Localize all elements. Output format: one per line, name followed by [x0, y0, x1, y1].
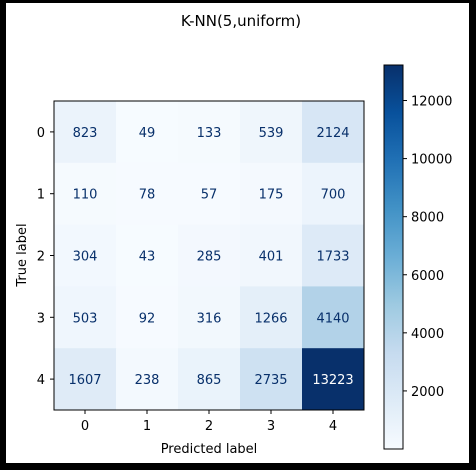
x-tick-label: 4 [329, 419, 337, 434]
cell-value-label: 316 [197, 311, 222, 326]
heatmap-cell [302, 286, 365, 349]
heatmap-cell [302, 162, 365, 226]
colorbar-ticks: 2000 4000 6000 8000 10000 12000 [403, 95, 452, 400]
cell-value-label: 110 [73, 188, 98, 203]
heatmap-cell [54, 162, 117, 226]
heatmap-cell [54, 286, 117, 349]
cell-value-label: 503 [73, 311, 98, 326]
cell-value-label: 401 [259, 250, 284, 265]
y-axis-label: True label [15, 223, 30, 287]
cell-value-label: 2735 [254, 373, 287, 388]
cell-value-label: 133 [197, 126, 222, 141]
cell-value-label: 865 [197, 373, 222, 388]
heatmap-cell [240, 286, 303, 349]
colorbar-tick-label: 6000 [411, 269, 444, 284]
heatmap-cells: 823 49 133 539 2124 110 78 57 175 700 304 43 285 401 1… [54, 101, 365, 411]
cell-value-label: 4140 [316, 311, 349, 326]
x-tick-label: 2 [205, 419, 213, 434]
x-tick-label: 3 [267, 419, 275, 434]
cell-value-label: 1266 [254, 311, 287, 326]
cell-value-label: 49 [139, 126, 156, 141]
heatmap-cell [178, 348, 241, 411]
cell-value-label: 823 [73, 126, 98, 141]
cell-value-label: 57 [201, 188, 218, 203]
cell-value-label: 700 [321, 188, 346, 203]
x-axis-ticks: 0 1 2 3 4 [81, 410, 337, 434]
heatmap-cell [116, 286, 179, 349]
cell-value-label: 92 [139, 311, 156, 326]
x-tick-label: 0 [81, 419, 89, 434]
cell-value-label: 285 [197, 250, 222, 265]
y-tick-label: 1 [37, 188, 45, 203]
cell-value-label: 304 [73, 250, 98, 265]
cell-value-label: 539 [259, 126, 284, 141]
cell-value-label: 238 [135, 373, 160, 388]
heatmap-cell [116, 101, 179, 164]
colorbar-tick-label: 12000 [411, 95, 452, 110]
heatmap-cell [54, 348, 117, 411]
x-axis-label: Predicted label [161, 442, 258, 457]
heatmap-cell [302, 101, 365, 164]
heatmap-cell [116, 224, 179, 287]
heatmap-cell [178, 162, 241, 226]
chart-title: K-NN(5,uniform) [181, 12, 301, 30]
y-tick-label: 2 [37, 250, 45, 265]
heatmap-cell [240, 224, 303, 287]
y-axis-ticks: 0 1 2 3 4 [37, 126, 54, 388]
cell-value-label: 13223 [312, 373, 353, 388]
y-tick-label: 0 [37, 126, 45, 141]
cell-value-label: 78 [139, 188, 156, 203]
colorbar-tick-label: 10000 [411, 153, 452, 168]
heatmap-cell [302, 348, 365, 411]
heatmap-cell [116, 162, 179, 226]
heatmap-cell [240, 101, 303, 164]
heatmap-cell [54, 224, 117, 287]
y-tick-label: 3 [37, 311, 45, 326]
y-tick-label: 4 [37, 373, 45, 388]
cell-value-label: 175 [259, 188, 284, 203]
heatmap-cell [240, 162, 303, 226]
cell-value-label: 1607 [68, 373, 101, 388]
heatmap-cell [178, 101, 241, 164]
heatmap-cell [302, 224, 365, 287]
cell-value-label: 1733 [316, 250, 349, 265]
cell-value-label: 2124 [316, 126, 349, 141]
heatmap-cell [178, 224, 241, 287]
heatmap-cell [240, 348, 303, 411]
heatmap-cell [54, 101, 117, 164]
colorbar-tick-label: 8000 [411, 211, 444, 226]
figure-canvas: K-NN(5,uniform) 823 49 133 539 2124 110 78 57 17… [6, 3, 469, 463]
colorbar-tick-label: 2000 [411, 385, 444, 400]
x-tick-label: 1 [143, 419, 151, 434]
heatmap-cell [116, 348, 179, 411]
colorbar-tick-label: 4000 [411, 327, 444, 342]
heatmap-cell [178, 286, 241, 349]
cell-value-label: 43 [139, 250, 156, 265]
colorbar [383, 64, 404, 450]
